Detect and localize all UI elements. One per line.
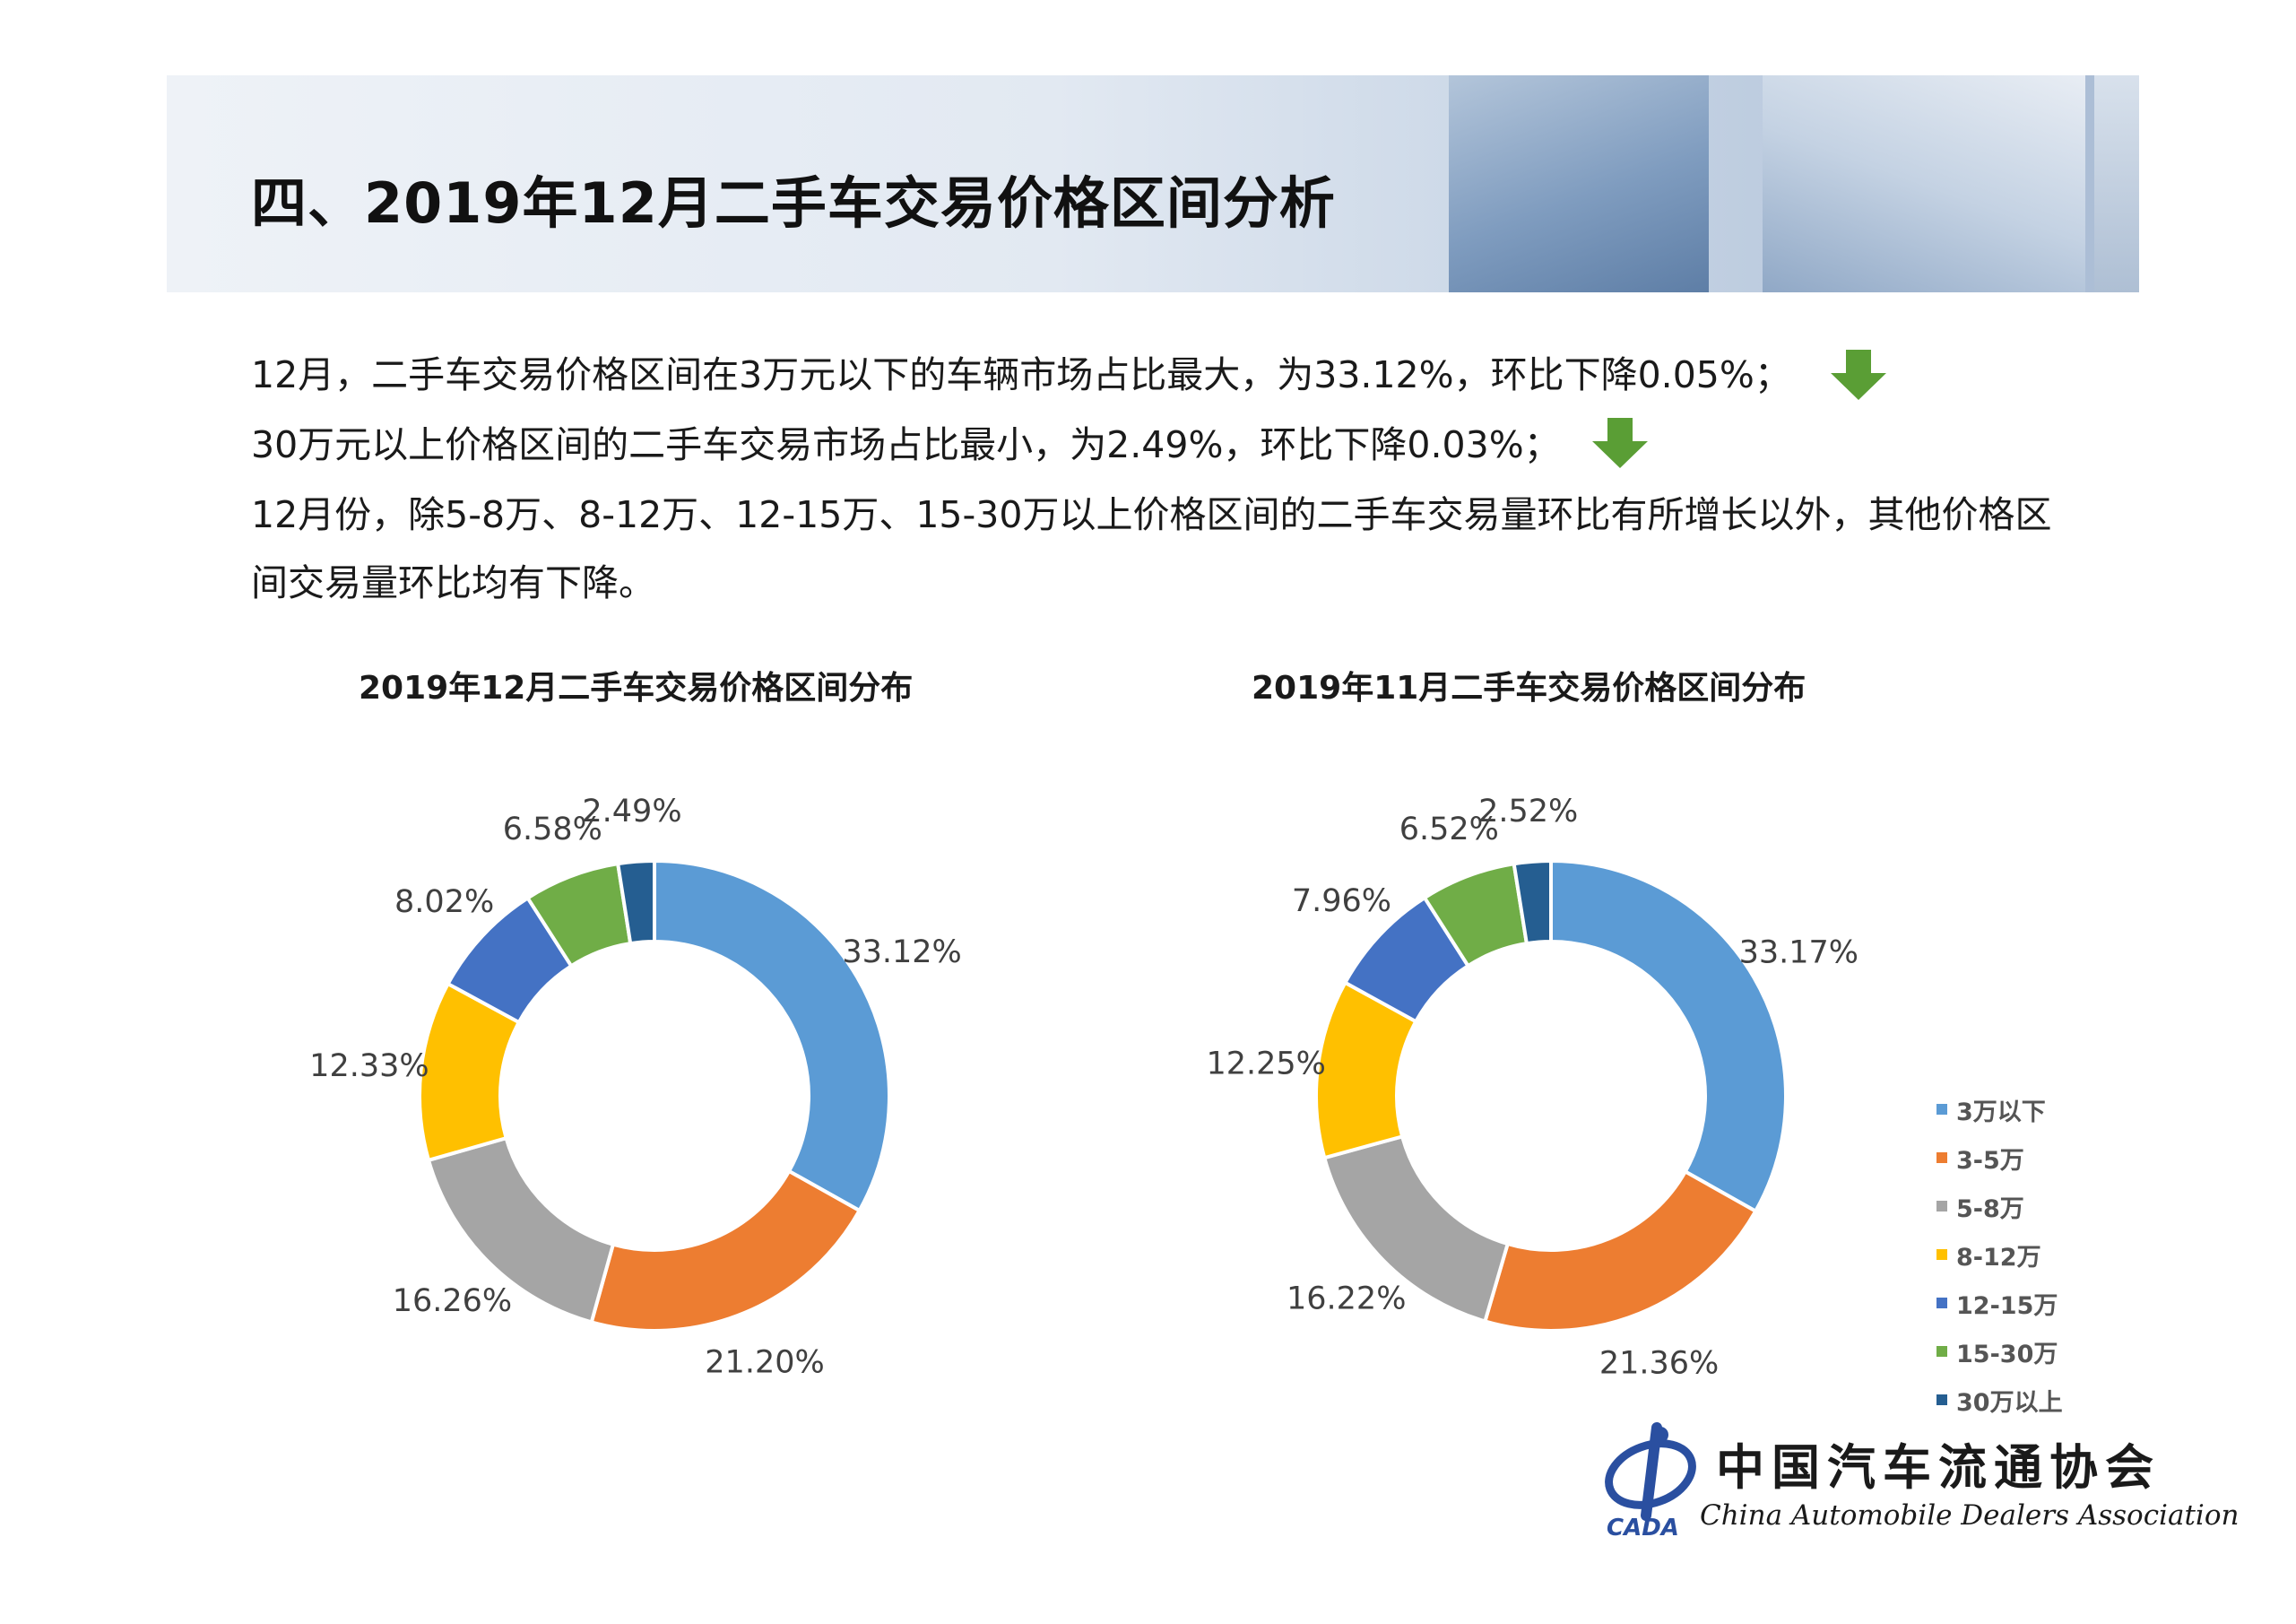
nov-data-label-3: 16.22% — [1287, 1281, 1406, 1316]
dec-data-label-3: 16.26% — [393, 1283, 512, 1319]
legend-swatch — [1936, 1104, 1947, 1115]
legend-item-2: 3-5万 — [1936, 1133, 2063, 1182]
dec-slice-7 — [615, 858, 656, 946]
dec-data-label-6: 6.58% — [503, 812, 602, 847]
summary-line-3: 12月份，除5-8万、8-12万、12-15万、15-30万以上价格区间的二手车… — [251, 493, 2052, 536]
dec-slice-1 — [653, 858, 892, 1213]
legend-swatch — [1936, 1201, 1947, 1211]
legend-swatch — [1936, 1249, 1947, 1260]
legend-item-3: 5-8万 — [1936, 1182, 2063, 1230]
legend-swatch — [1936, 1298, 1947, 1308]
title-banner: 四、2019年12月二手车交易价格区间分析 — [167, 75, 2139, 292]
nov-data-label-1: 33.17% — [1739, 935, 1858, 971]
cada-emblem-icon: CADA — [1605, 1422, 1696, 1541]
nov-slice-2 — [1482, 1168, 1758, 1333]
legend-label: 3-5万 — [1956, 1146, 2024, 1175]
dec-slice-2 — [589, 1168, 862, 1333]
summary-line-4: 间交易量环比均有下降。 — [251, 561, 655, 604]
donut-chart-november: 33.17% 21.36% 16.22% 12.25% 7.96% 6.52%2.52% — [1206, 794, 1858, 1381]
legend-label: 3万以下 — [1956, 1098, 2046, 1126]
legend-item-5: 12-15万 — [1936, 1279, 2063, 1327]
nov-slice-7 — [1512, 858, 1553, 946]
logo-chinese-name: 中国汽车流通协会 — [1716, 1438, 2161, 1496]
logo-english-name: China Automobile Dealers Association — [1700, 1499, 2240, 1532]
chart-legend: 3万以下 3-5万 5-8万 8-12万 12-15万 15-30万 30万以上 — [1936, 1085, 2063, 1424]
banner-decoration — [1763, 75, 2085, 292]
nov-slice-1 — [1549, 858, 1788, 1214]
legend-label: 5-8万 — [1956, 1194, 2024, 1223]
down-arrow-icon — [1592, 418, 1648, 468]
nov-data-label-7: 2.52% — [1478, 794, 1578, 829]
legend-swatch — [1936, 1346, 1947, 1357]
legend-swatch — [1936, 1394, 1947, 1405]
chart-title-november: 2019年11月二手车交易价格区间分布 — [1252, 670, 1806, 707]
legend-swatch — [1936, 1152, 1947, 1163]
legend-item-6: 15-30万 — [1936, 1327, 2063, 1376]
summary-line-2: 30万元以上价格区间的二手车交易市场占比最小，为2.49%，环比下降0.03%； — [251, 423, 1561, 466]
summary-line-1: 12月，二手车交易价格区间在3万元以下的车辆市场占比最大，为33.12%，环比下… — [251, 353, 1791, 396]
dec-data-label-7: 2.49% — [582, 794, 681, 829]
banner-decoration — [1449, 75, 1709, 292]
dec-data-label-2: 21.20% — [705, 1344, 824, 1380]
down-arrow-icon — [1831, 350, 1886, 400]
dec-data-label-4: 12.33% — [309, 1048, 429, 1084]
legend-label: 12-15万 — [1956, 1291, 2058, 1320]
chart-title-december: 2019年12月二手车交易价格区间分布 — [359, 670, 914, 707]
section-title: 四、2019年12月二手车交易价格区间分析 — [251, 170, 1336, 236]
cada-logo: CADA 中国汽车流通协会 China Automobile Dealers A… — [1601, 1422, 2239, 1541]
legend-label: 15-30万 — [1956, 1340, 2058, 1368]
nov-data-label-2: 21.36% — [1599, 1345, 1719, 1381]
nov-data-label-6: 6.52% — [1399, 812, 1499, 847]
legend-item-1: 3万以下 — [1936, 1085, 2063, 1133]
donut-chart-december: 33.12% 21.20% 16.26% 12.33% 8.02% 6.58%2.49% — [309, 794, 962, 1380]
banner-decoration — [2094, 75, 2139, 292]
logo-abbr: CADA — [1607, 1515, 1679, 1539]
nov-data-label-5: 7.96% — [1292, 883, 1391, 919]
legend-item-7: 30万以上 — [1936, 1376, 2063, 1424]
legend-label: 30万以上 — [1956, 1388, 2063, 1417]
dec-data-label-5: 8.02% — [394, 884, 494, 920]
legend-label: 8-12万 — [1956, 1243, 2041, 1272]
legend-item-4: 8-12万 — [1936, 1230, 2063, 1279]
dec-data-label-1: 33.12% — [842, 934, 961, 970]
nov-data-label-4: 12.25% — [1206, 1046, 1325, 1081]
